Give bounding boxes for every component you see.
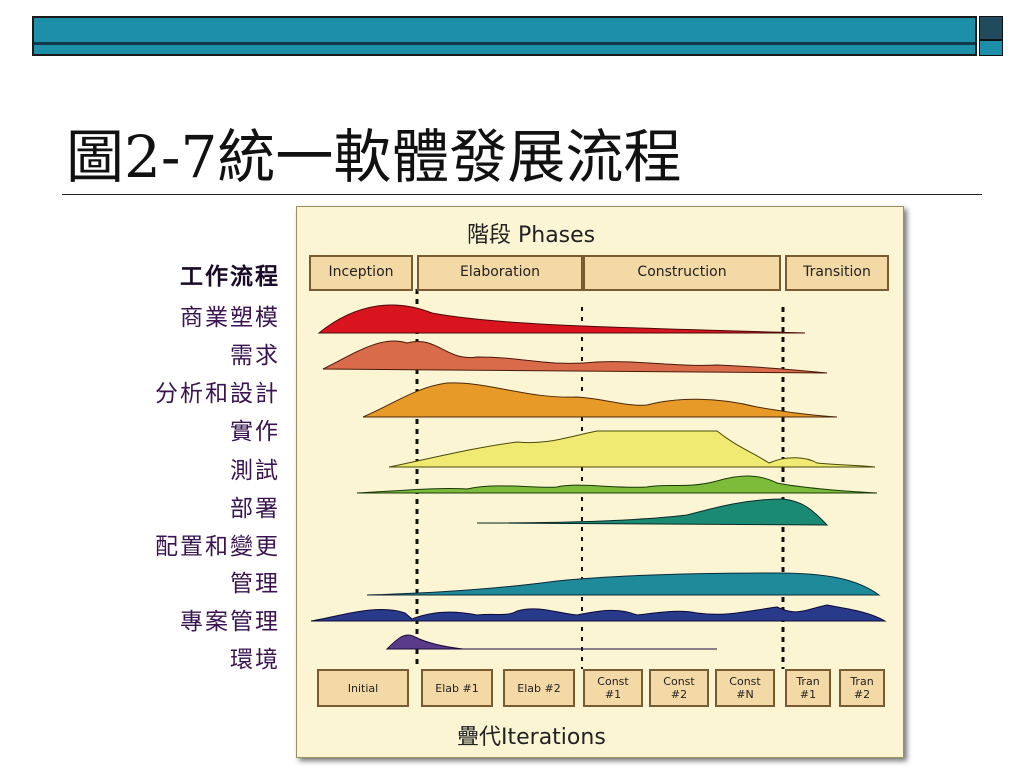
iteration-tran-1: Tran #1 [785,669,831,707]
workflow-environment: 環境 [230,647,280,673]
hump-project-management [310,604,887,622]
workflow-config-change: 配置和變更 [155,534,280,560]
iteration-const-1: Const #1 [583,669,643,707]
workflow-config-change-management: 管理 [230,571,280,597]
title-bar-stripe [34,42,975,45]
hump-requirements [322,340,828,374]
hump-implementation [388,430,876,468]
iteration-elab-1: Elab #1 [421,669,493,707]
slide-title: 圖2-7統一軟體發展流程 [66,123,682,191]
workflow-deployment: 部署 [230,496,280,522]
workflow-test: 測試 [230,458,280,484]
iteration-const-2: Const #2 [649,669,709,707]
hump-analysis-design [362,382,838,418]
iteration-const-n: Const #N [715,669,775,707]
title-bar-decoration [32,16,977,56]
rup-diagram: 階段 Phases Inception Elaboration Construc… [296,206,904,758]
hump-business-modeling [317,304,806,334]
hump-deployment [476,498,829,526]
phase-construction: Construction [583,255,781,291]
workflow-project-management: 專案管理 [180,609,280,635]
phase-elaboration: Elaboration [417,255,583,291]
hump-test [356,475,878,494]
workflow-implementation: 實作 [230,419,280,445]
workflow-business-modeling: 商業塑模 [180,305,280,331]
title-divider [62,194,982,195]
rup-diagram-canvas [310,289,887,669]
phase-transition: Transition [785,255,889,291]
phases-title: 階段 Phases [467,223,596,248]
workflow-header: 工作流程 [180,263,280,290]
corner-square-top [979,16,1003,40]
iterations-title: 疊代Iterations [457,725,606,750]
iteration-initial: Initial [317,669,409,707]
hump-environment [385,634,717,650]
iteration-elab-2: Elab #2 [503,669,575,707]
iteration-tran-2: Tran #2 [839,669,885,707]
phase-inception: Inception [309,255,413,291]
hump-config-change [366,572,881,596]
corner-square-bottom [979,40,1003,56]
workflow-analysis-design: 分析和設計 [155,381,280,407]
workflow-requirements: 需求 [230,343,280,369]
